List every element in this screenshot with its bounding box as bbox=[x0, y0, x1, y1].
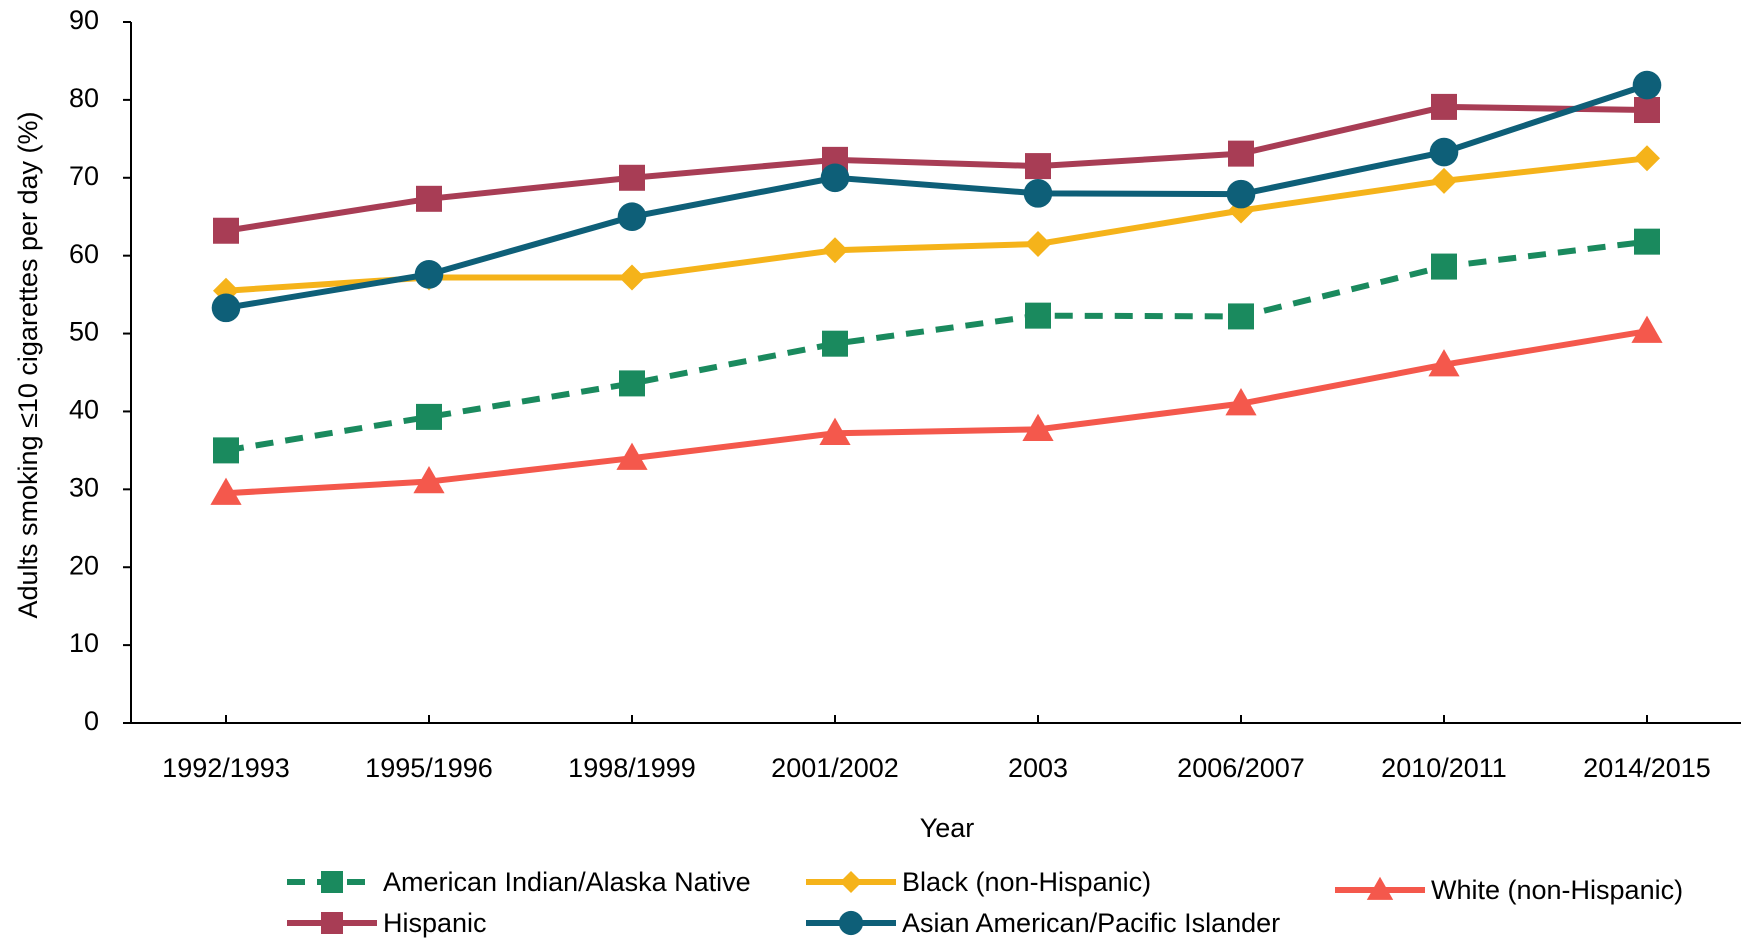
y-tick-label: 70 bbox=[69, 161, 99, 191]
legend-label: American Indian/Alaska Native bbox=[383, 867, 751, 897]
point bbox=[1429, 137, 1459, 167]
legend-marker bbox=[840, 871, 862, 893]
point bbox=[1025, 153, 1051, 180]
point bbox=[1431, 167, 1457, 194]
y-tick-label: 90 bbox=[69, 5, 99, 35]
series-line bbox=[225, 238, 1648, 454]
point bbox=[211, 293, 241, 323]
series-line bbox=[225, 82, 1648, 311]
point bbox=[413, 465, 445, 494]
x-axis-label: Year bbox=[920, 813, 975, 843]
legend-label: Asian American/Pacific Islander bbox=[902, 908, 1280, 938]
y-tick-label: 60 bbox=[69, 239, 99, 269]
point bbox=[213, 437, 239, 464]
x-tick-label: 2006/2007 bbox=[1177, 753, 1305, 783]
point bbox=[1431, 253, 1457, 280]
point bbox=[1631, 315, 1663, 343]
x-tick-label: 1995/1996 bbox=[365, 753, 493, 783]
point bbox=[822, 237, 848, 264]
point bbox=[1226, 179, 1256, 209]
point bbox=[414, 260, 444, 289]
point bbox=[1025, 302, 1051, 329]
y-tick-label: 20 bbox=[69, 550, 99, 580]
legend-marker bbox=[321, 912, 343, 934]
y-tick-label: 30 bbox=[69, 472, 99, 502]
point bbox=[1634, 97, 1660, 124]
x-tick-label: 2003 bbox=[1008, 753, 1068, 783]
point bbox=[416, 403, 442, 430]
point bbox=[822, 330, 848, 357]
legend-label: Hispanic bbox=[383, 908, 487, 938]
x-tick-label: 2001/2002 bbox=[771, 753, 899, 783]
point bbox=[616, 442, 648, 470]
point bbox=[619, 164, 645, 191]
series-line bbox=[225, 328, 1648, 497]
legend-label: White (non-Hispanic) bbox=[1431, 875, 1683, 905]
y-tick-label: 50 bbox=[69, 317, 99, 347]
series-line bbox=[225, 103, 1648, 234]
point bbox=[1431, 93, 1457, 120]
point bbox=[1023, 179, 1053, 208]
legend-label: Black (non-Hispanic) bbox=[902, 867, 1151, 897]
x-tick-label: 2014/2015 bbox=[1583, 753, 1711, 783]
legend-marker bbox=[1366, 876, 1394, 900]
point bbox=[1634, 145, 1660, 172]
x-tick-label: 2010/2011 bbox=[1381, 753, 1507, 783]
legend-marker bbox=[321, 871, 343, 893]
point bbox=[1022, 413, 1054, 442]
point bbox=[1634, 228, 1660, 255]
y-tick-label: 40 bbox=[69, 395, 99, 425]
point bbox=[1228, 303, 1254, 330]
point bbox=[1428, 349, 1460, 377]
point bbox=[1632, 70, 1662, 100]
point bbox=[1225, 388, 1257, 416]
y-tick-label: 0 bbox=[84, 706, 99, 736]
point bbox=[819, 417, 851, 445]
series-line bbox=[225, 155, 1648, 294]
point bbox=[1025, 230, 1051, 257]
point bbox=[619, 264, 645, 291]
x-tick-label: 1992/1993 bbox=[162, 753, 290, 783]
point bbox=[210, 477, 242, 505]
legend-marker bbox=[838, 910, 864, 936]
point bbox=[1228, 140, 1254, 167]
point bbox=[416, 185, 442, 212]
point bbox=[213, 217, 239, 244]
y-tick-label: 80 bbox=[69, 83, 99, 113]
point bbox=[619, 370, 645, 397]
x-tick-label: 1998/1999 bbox=[568, 753, 696, 783]
y-tick-label: 10 bbox=[69, 628, 99, 658]
point bbox=[617, 202, 647, 232]
point bbox=[820, 163, 850, 193]
y-axis-label: Adults smoking ≤10 cigarettes per day (%… bbox=[13, 111, 43, 618]
